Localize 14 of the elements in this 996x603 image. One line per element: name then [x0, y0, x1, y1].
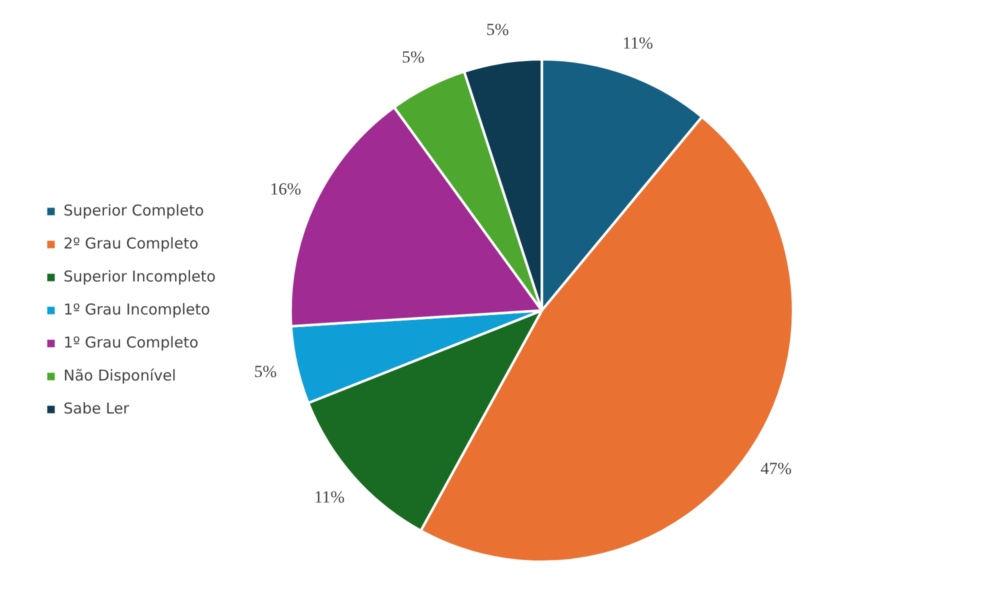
legend-label: 1º Grau Completo: [64, 333, 198, 352]
data-label: 5%: [402, 48, 425, 67]
data-label: 5%: [254, 362, 277, 381]
legend-label: Sabe Ler: [64, 399, 130, 418]
data-label: 16%: [270, 179, 302, 198]
legend-label: Superior Completo: [64, 201, 204, 220]
legend-label: 1º Grau Incompleto: [64, 300, 210, 318]
data-label: 11%: [314, 487, 345, 506]
legend-label: 2º Grau Completo: [64, 234, 198, 252]
data-label: 47%: [760, 459, 792, 478]
legend-label: Não Disponível: [64, 366, 176, 384]
legend-label: Superior Incompleto: [64, 267, 216, 286]
data-label: 5%: [486, 20, 509, 40]
data-label: 11%: [622, 33, 654, 52]
